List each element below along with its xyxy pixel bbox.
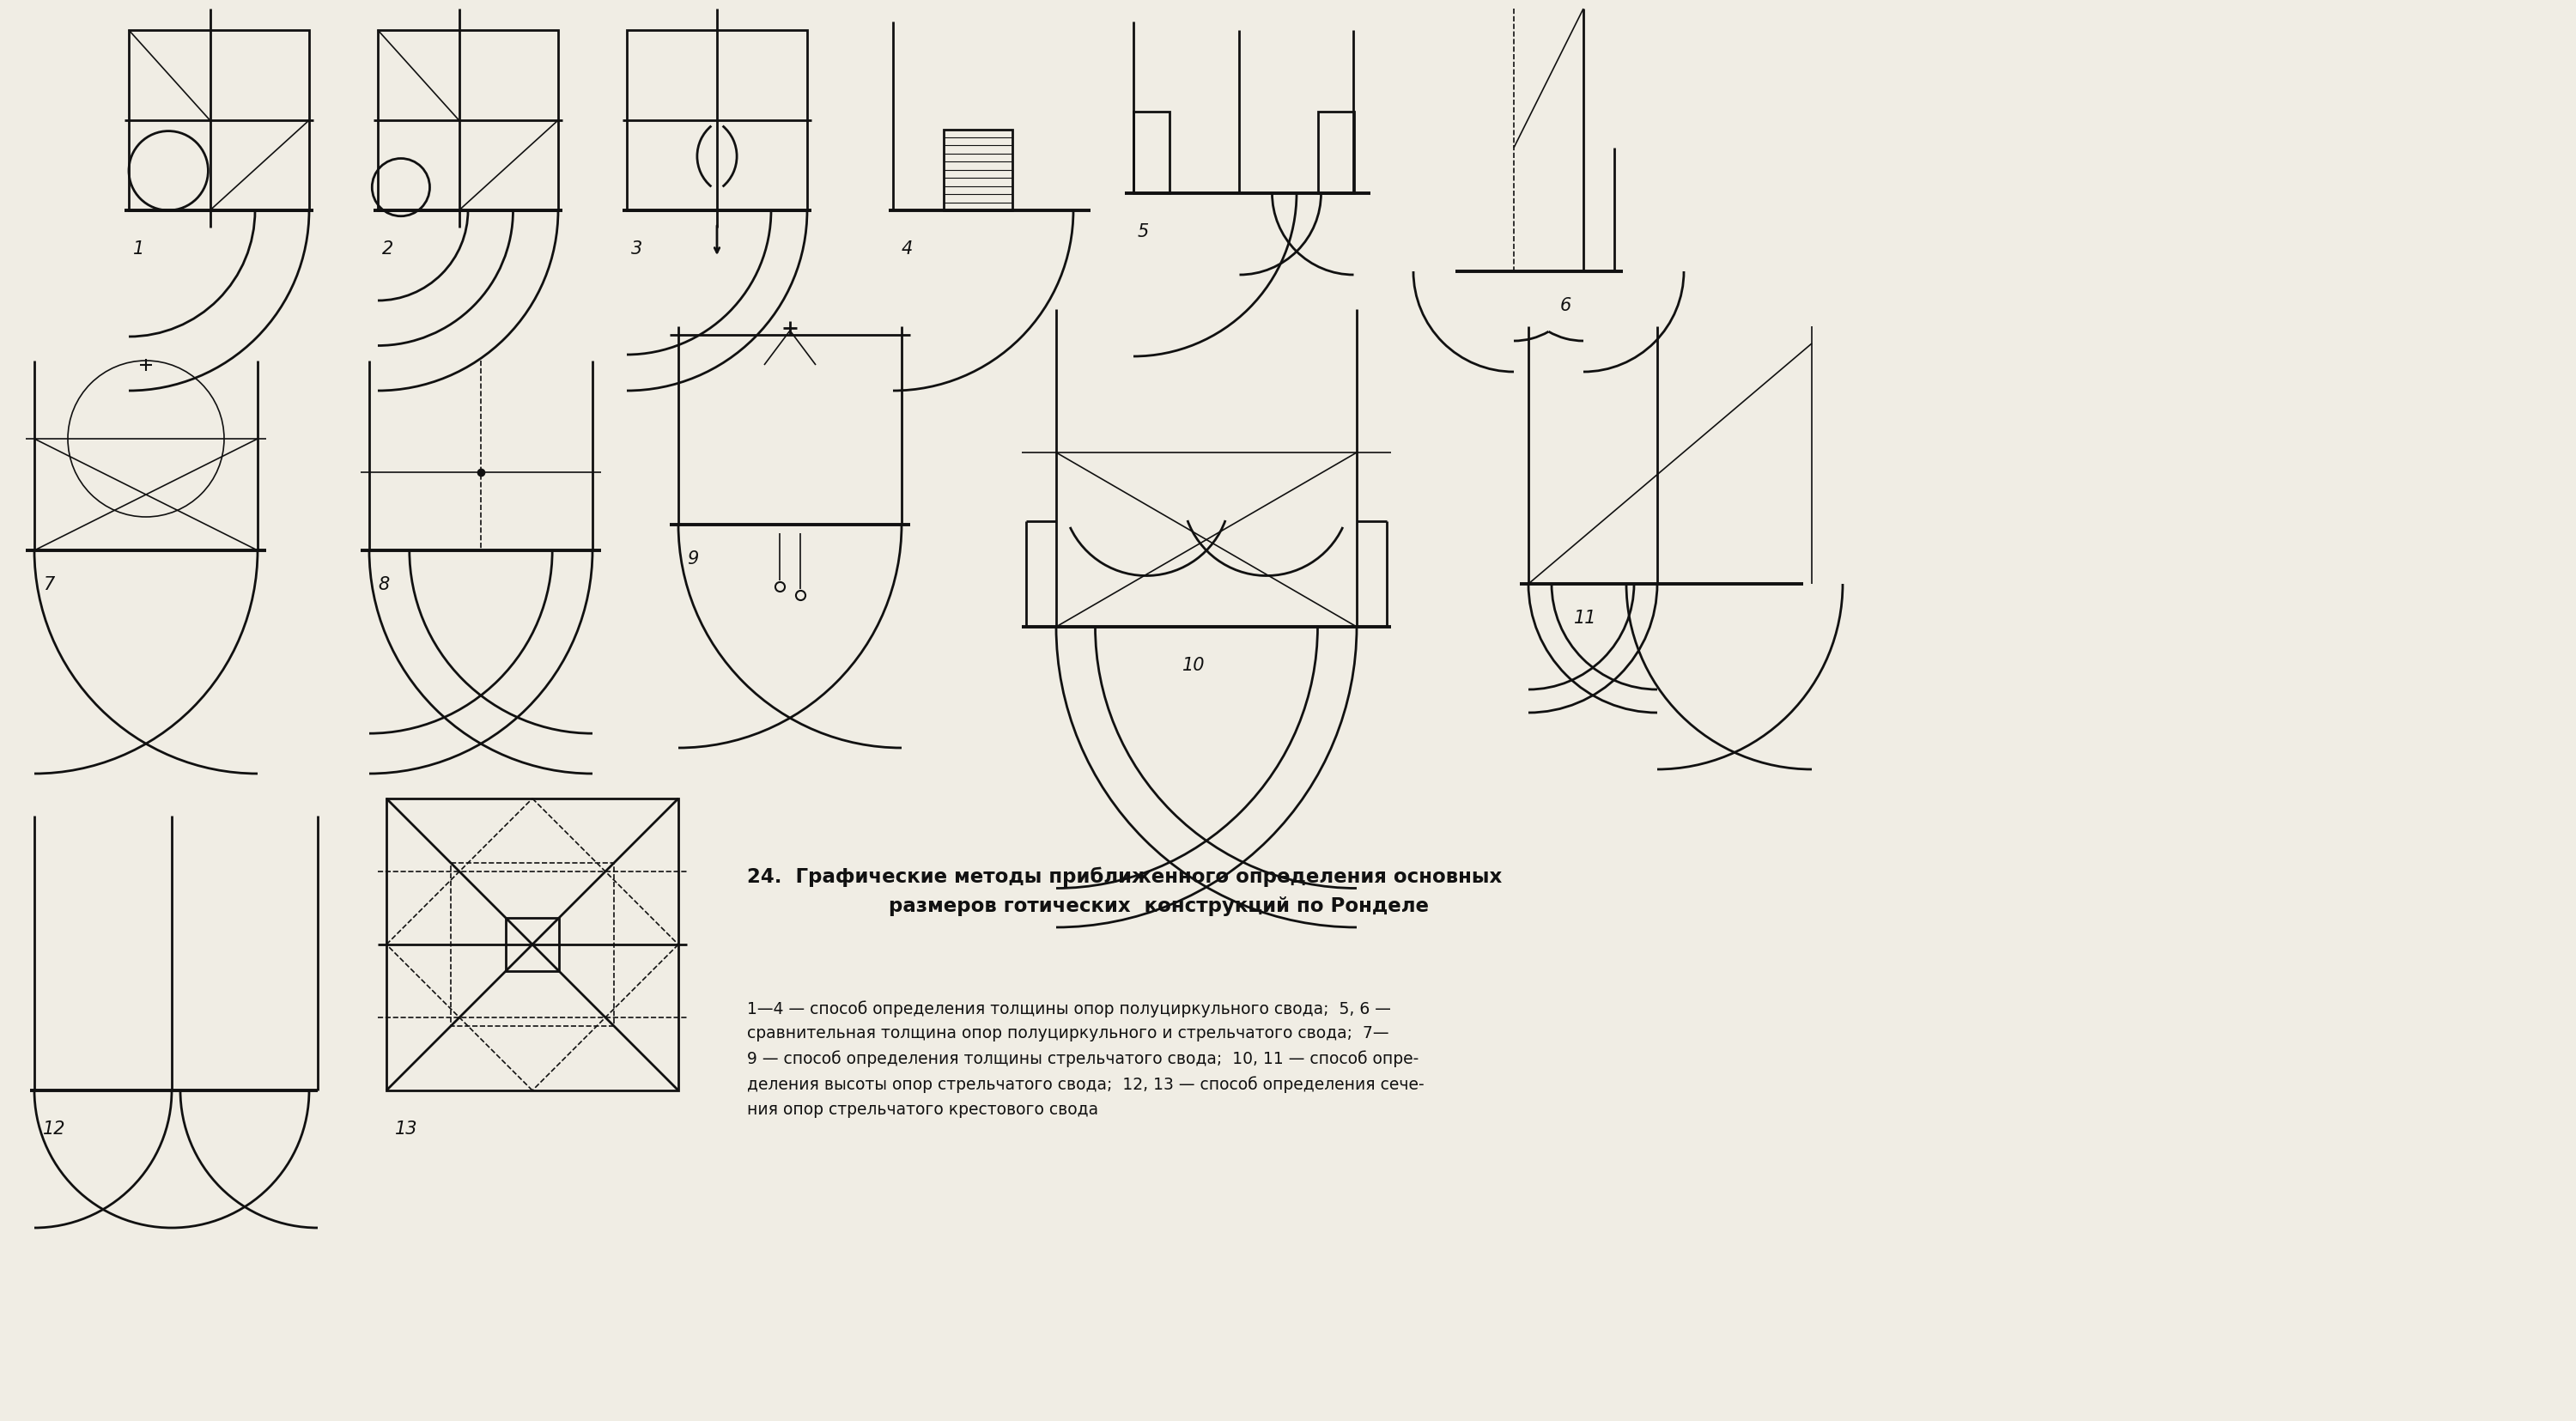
Text: 6: 6 bbox=[1561, 297, 1571, 314]
Text: 2: 2 bbox=[381, 240, 394, 257]
Text: 1—4 — способ определения толщины опор полуциркульного свода;  5, 6 —
сравнительн: 1—4 — способ определения толщины опор по… bbox=[747, 1000, 1425, 1118]
Text: 5: 5 bbox=[1139, 223, 1149, 240]
Bar bbox=[379, 30, 559, 210]
Text: 8: 8 bbox=[379, 576, 389, 594]
Bar bbox=[451, 863, 613, 1026]
Text: 24.  Графические методы приближенного определения основных
          размеров го: 24. Графические методы приближенного опр… bbox=[747, 867, 1502, 917]
Text: 4: 4 bbox=[902, 240, 912, 257]
Bar bbox=[505, 918, 559, 971]
Text: 10: 10 bbox=[1182, 657, 1206, 674]
Text: 9: 9 bbox=[688, 550, 698, 567]
Bar bbox=[1319, 112, 1355, 193]
Bar bbox=[386, 799, 677, 1090]
Bar bbox=[943, 129, 1012, 210]
Text: 12: 12 bbox=[44, 1121, 67, 1138]
Bar bbox=[1133, 112, 1170, 193]
Bar bbox=[626, 30, 806, 210]
Text: 7: 7 bbox=[44, 576, 54, 594]
Text: 1: 1 bbox=[134, 240, 144, 257]
Text: 11: 11 bbox=[1574, 610, 1597, 627]
Bar bbox=[129, 30, 309, 210]
Text: 13: 13 bbox=[394, 1121, 417, 1138]
Text: 3: 3 bbox=[631, 240, 641, 257]
